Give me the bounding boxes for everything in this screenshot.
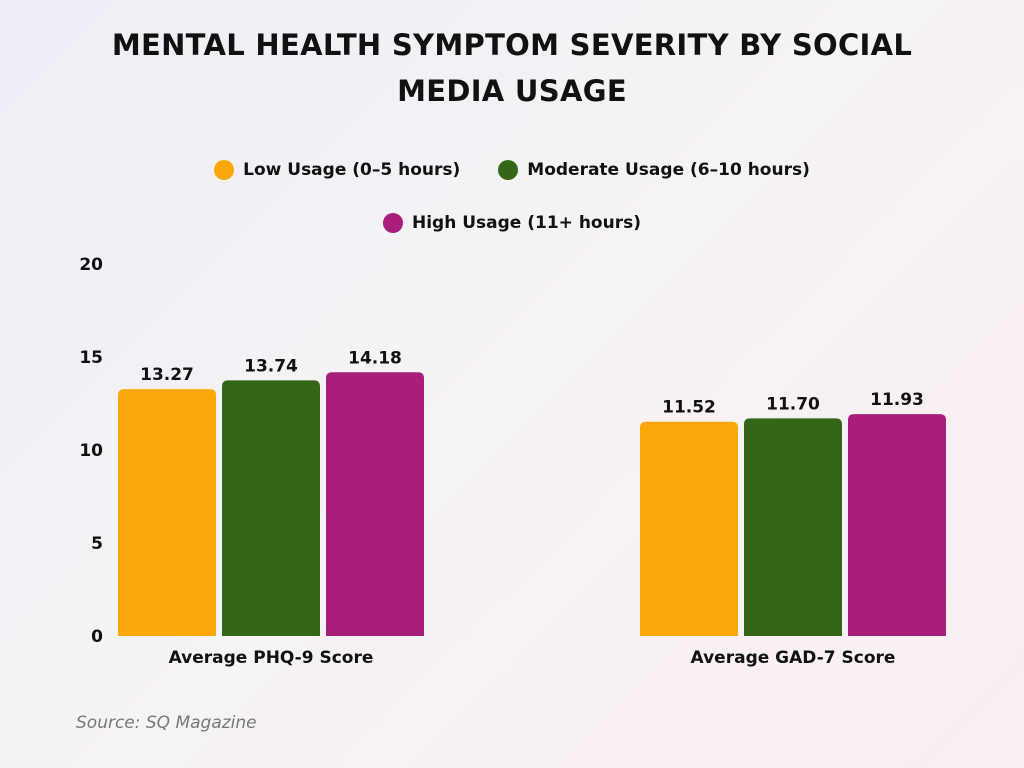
x-category-label: Average PHQ-9 Score — [169, 648, 374, 668]
y-tick-label: 0 — [91, 627, 103, 647]
legend-item-low: Low Usage (0–5 hours) — [214, 160, 460, 180]
y-tick-label: 20 — [79, 255, 103, 275]
legend-label: High Usage (11+ hours) — [411, 213, 641, 233]
data-label: 14.18 — [348, 348, 402, 368]
legend-swatch — [214, 160, 235, 180]
bar — [326, 372, 424, 636]
bar — [118, 389, 216, 636]
legend-row-2: High Usage (11+ hours) — [0, 213, 1024, 233]
legend-label: Low Usage (0–5 hours) — [243, 160, 461, 180]
y-tick-label: 5 — [91, 534, 103, 554]
data-label: 13.27 — [140, 365, 194, 385]
data-label: 13.74 — [244, 356, 298, 376]
legend-swatch — [498, 160, 519, 180]
data-label: 11.93 — [870, 390, 924, 410]
bar — [222, 380, 320, 636]
legend: Low Usage (0–5 hours) Moderate Usage (6–… — [0, 160, 1024, 180]
y-tick-label: 10 — [79, 441, 103, 461]
legend-label: Moderate Usage (6–10 hours) — [527, 160, 810, 180]
legend-item-high: High Usage (11+ hours) — [382, 213, 641, 233]
x-category-label: Average GAD-7 Score — [691, 648, 896, 668]
chart-title: MENTAL HEALTH SYMPTOM SEVERITY BY SOCIAL… — [111, 28, 913, 108]
source-note: Source: SQ Magazine — [76, 713, 257, 733]
legend-item-moderate: Moderate Usage (6–10 hours) — [498, 160, 810, 180]
legend-swatch — [382, 213, 403, 233]
bar — [848, 414, 946, 636]
bar — [640, 421, 738, 636]
bar — [744, 418, 842, 636]
data-label: 11.70 — [766, 394, 820, 414]
y-tick-label: 15 — [79, 348, 103, 368]
data-label: 11.52 — [662, 398, 716, 418]
